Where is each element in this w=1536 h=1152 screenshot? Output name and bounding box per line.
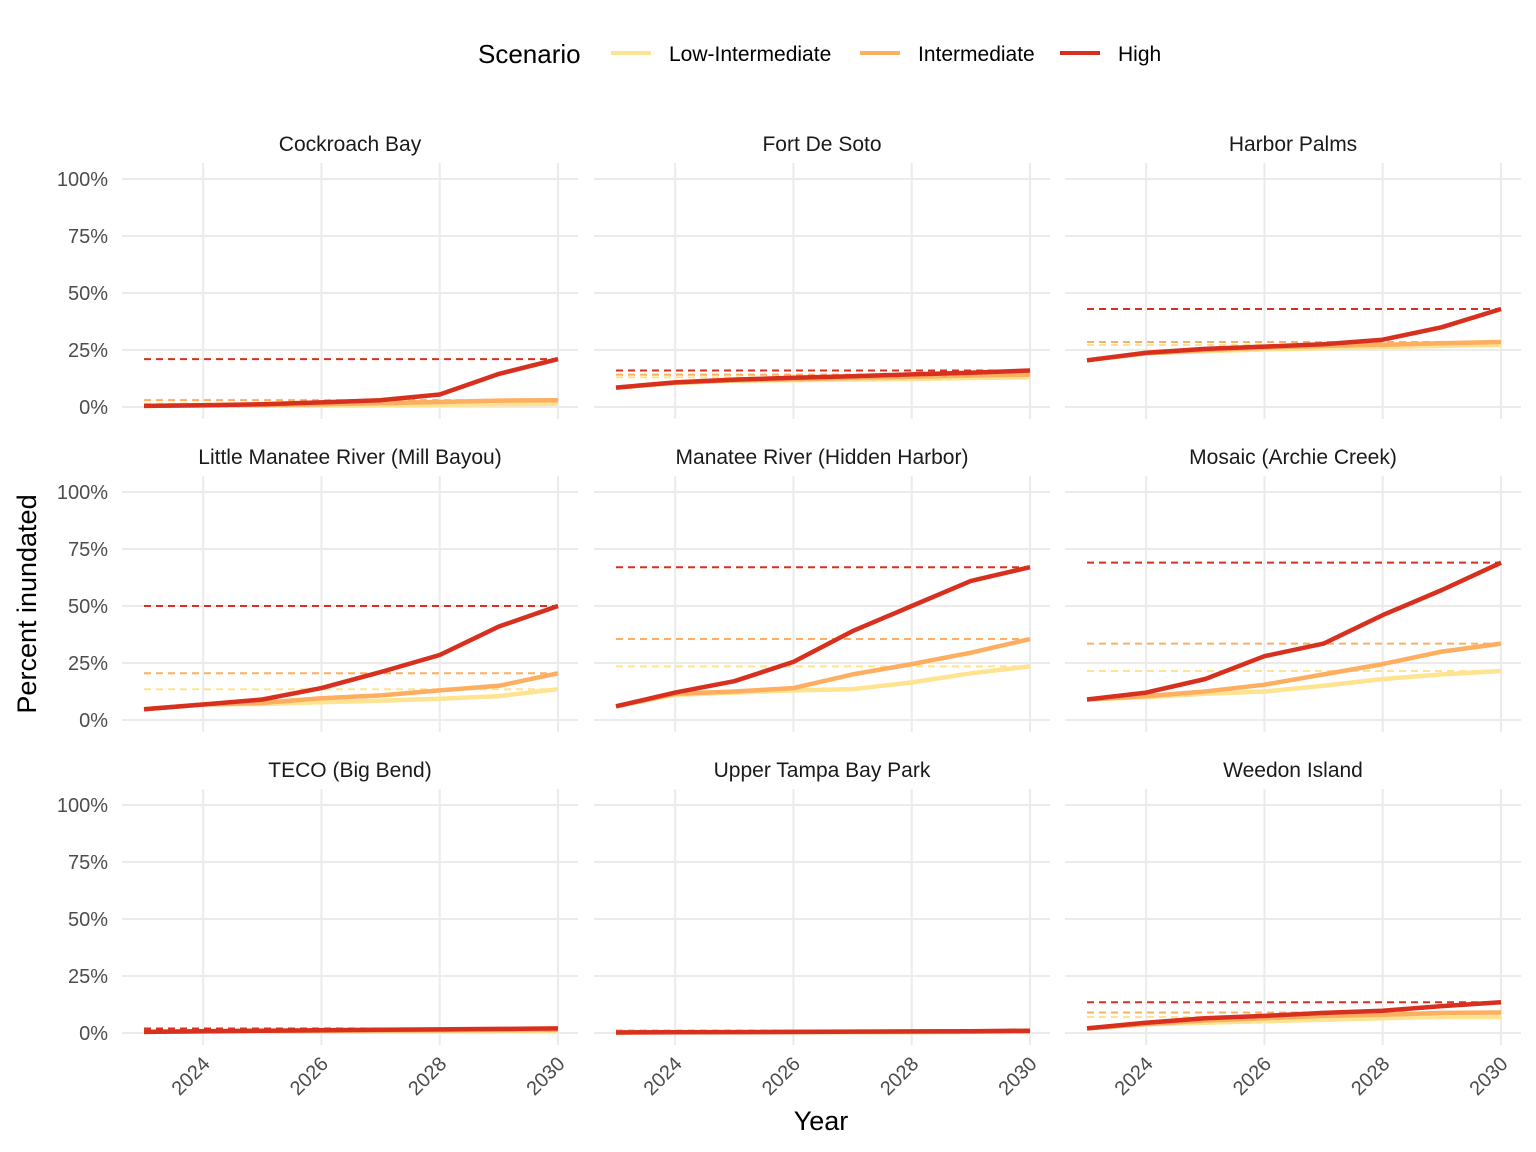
panel-title: Mosaic (Archie Creek) [1189,446,1397,469]
x-axis-title: Year [794,1106,849,1136]
panel-weedon-island: Weedon Island 2024 2026 2028 2030 [1065,759,1521,1100]
y-tick-label: 50% [68,596,108,618]
panel-little-manatee-river-mill-bayou: Little Manatee River (Mill Bayou) 0% 25% 50… [57,446,578,732]
gridlines [1065,476,1521,732]
y-tick-label: 50% [68,909,108,931]
gridlines [594,789,1050,1045]
x-tick-label: 2024 [640,1053,687,1100]
y-tick-label: 75% [68,852,108,874]
series-line-high [1086,999,1502,1031]
y-tick-label: 0% [79,397,108,419]
legend-item-low-intermediate: Low-Intermediate [611,43,831,66]
panel-title: Weedon Island [1223,759,1363,782]
panel-mosaic-archie-creek: Mosaic (Archie Creek) [1065,446,1521,732]
panel-title: TECO (Big Bend) [268,759,431,782]
series-line-low-intermediate [615,664,1031,709]
x-tick-label: 2028 [876,1053,923,1100]
series-line-high [615,368,1031,390]
y-tick-label: 75% [68,539,108,561]
series-line-high [615,565,1031,709]
x-tick-label: 2028 [404,1053,451,1100]
y-tick-label: 25% [68,966,108,988]
y-tick-label: 25% [68,340,108,362]
y-tick-label: 0% [79,1023,108,1045]
panel-title: Fort De Soto [762,133,881,156]
series-line-high [143,1026,559,1035]
panel-manatee-river-hidden-harbor: Manatee River (Hidden Harbor) [594,446,1050,732]
series-line-intermediate [615,636,1031,709]
x-tick-label: 2024 [168,1053,215,1100]
legend-item-high: High [1060,43,1161,66]
y-tick-label: 0% [79,710,108,732]
x-tick-label: 2030 [995,1053,1042,1100]
panel-teco-big-bend: TECO (Big Bend) 0% 25% 50% 75% 100% 2024 2026 20… [57,759,578,1100]
series-line-high [143,356,559,409]
legend-title: Scenario [478,39,581,69]
x-tick-label: 2026 [758,1053,805,1100]
y-tick-label: 25% [68,653,108,675]
panel-harbor-palms: Harbor Palms [1065,133,1521,419]
gridlines [122,789,578,1045]
y-tick-label: 100% [57,482,108,504]
y-axis-title: Percent inundated [12,494,42,713]
panel-title: Manatee River (Hidden Harbor) [676,446,969,469]
y-tick-label: 50% [68,283,108,305]
panel-fort-de-soto: Fort De Soto [594,133,1050,419]
x-tick-label: 2026 [1229,1053,1276,1100]
panel-title: Little Manatee River (Mill Bayou) [198,446,501,469]
panel-title: Upper Tampa Bay Park [714,759,931,782]
y-tick-label: 100% [57,795,108,817]
series-line-high [615,1028,1031,1035]
series-line-high [1086,306,1502,363]
legend-item-intermediate: Intermediate [860,43,1035,66]
x-tick-label: 2026 [286,1053,333,1100]
gridlines [1065,163,1521,419]
gridlines [122,163,578,419]
series-line-high [143,603,559,712]
series-line-high [1086,560,1502,702]
gridlines [122,476,578,732]
series-line-intermediate [1086,641,1502,702]
x-tick-label: 2028 [1347,1053,1394,1100]
x-tick-label: 2030 [1466,1053,1513,1100]
legend-label-low-intermediate: Low-Intermediate [669,43,831,66]
x-tick-label: 2030 [523,1053,570,1100]
panel-cockroach-bay: Cockroach Bay 0% 25% 50% 75% 100% [57,133,578,419]
panel-title: Cockroach Bay [279,133,422,156]
y-tick-label: 100% [57,169,108,191]
panel-upper-tampa-bay-park: Upper Tampa Bay Park 2024 2026 2028 2030 [594,759,1050,1100]
legend: Scenario Low-Intermediate Intermediate Hig… [478,39,1161,69]
panels: Cockroach Bay 0% 25% 50% 75% 100% Fort De Soto… [57,133,1521,1100]
legend-label-high: High [1118,43,1161,66]
legend-label-intermediate: Intermediate [918,43,1035,66]
y-tick-label: 75% [68,226,108,248]
x-tick-label: 2024 [1111,1053,1158,1100]
panel-title: Harbor Palms [1229,133,1357,156]
